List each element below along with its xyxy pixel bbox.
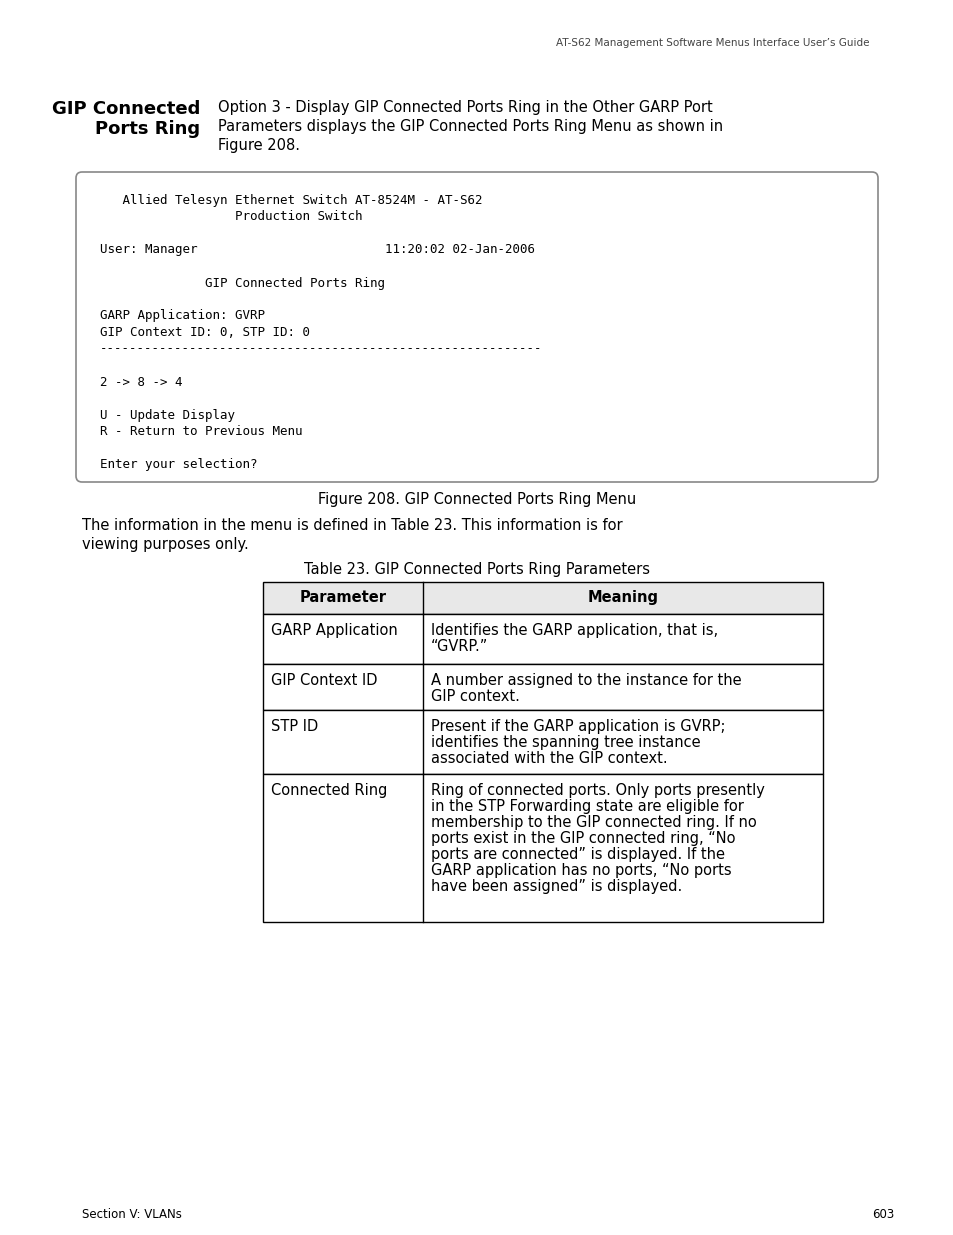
Text: Allied Telesyn Ethernet Switch AT-8524M - AT-S62: Allied Telesyn Ethernet Switch AT-8524M … [100,194,482,207]
Text: The information in the menu is defined in Table 23. This information is for: The information in the menu is defined i… [82,517,622,534]
Text: ports exist in the GIP connected ring, “No: ports exist in the GIP connected ring, “… [431,831,735,846]
Text: -----------------------------------------------------------: ----------------------------------------… [100,342,542,356]
FancyBboxPatch shape [76,172,877,482]
Text: 603: 603 [871,1208,893,1221]
Text: Connected Ring: Connected Ring [271,783,387,798]
Text: GARP Application: GVRP: GARP Application: GVRP [100,310,265,322]
Bar [263,774,822,923]
Bar [263,582,822,614]
Bar [263,710,822,774]
Text: GARP application has no ports, “No ports: GARP application has no ports, “No ports [431,863,731,878]
Bar [263,614,822,664]
Text: GIP Context ID: GIP Context ID [271,673,377,688]
Text: User: Manager                         11:20:02 02-Jan-2006: User: Manager 11:20:02 02-Jan-2006 [100,243,535,257]
Text: Option 3 - Display GIP Connected Ports Ring in the Other GARP Port: Option 3 - Display GIP Connected Ports R… [218,100,712,115]
Text: 2 -> 8 -> 4: 2 -> 8 -> 4 [100,375,182,389]
Text: Ring of connected ports. Only ports presently: Ring of connected ports. Only ports pres… [431,783,764,798]
Text: Table 23. GIP Connected Ports Ring Parameters: Table 23. GIP Connected Ports Ring Param… [304,562,649,577]
Text: STP ID: STP ID [271,719,318,734]
Text: GIP Connected Ports Ring: GIP Connected Ports Ring [100,277,385,289]
Text: Section V: VLANs: Section V: VLANs [82,1208,182,1221]
Text: GIP Context ID: 0, STP ID: 0: GIP Context ID: 0, STP ID: 0 [100,326,310,338]
Text: Figure 208.: Figure 208. [218,138,299,153]
Text: Ports Ring: Ports Ring [94,120,200,138]
Text: Identifies the GARP application, that is,: Identifies the GARP application, that is… [431,622,718,638]
Text: viewing purposes only.: viewing purposes only. [82,537,249,552]
Text: AT-S62 Management Software Menus Interface User’s Guide: AT-S62 Management Software Menus Interfa… [556,38,869,48]
Text: associated with the GIP context.: associated with the GIP context. [431,751,667,766]
Text: Meaning: Meaning [587,590,658,605]
Text: GIP Connected: GIP Connected [51,100,200,119]
Text: Parameter: Parameter [299,590,386,605]
Text: GARP Application: GARP Application [271,622,397,638]
Text: Present if the GARP application is GVRP;: Present if the GARP application is GVRP; [431,719,724,734]
Text: U - Update Display: U - Update Display [100,409,234,421]
Text: A number assigned to the instance for the: A number assigned to the instance for th… [431,673,740,688]
Text: in the STP Forwarding state are eligible for: in the STP Forwarding state are eligible… [431,799,743,814]
Text: membership to the GIP connected ring. If no: membership to the GIP connected ring. If… [431,815,756,830]
Text: Enter your selection?: Enter your selection? [100,458,257,471]
Text: “GVRP.”: “GVRP.” [431,638,488,655]
Text: R - Return to Previous Menu: R - Return to Previous Menu [100,425,302,438]
Text: Production Switch: Production Switch [100,210,362,224]
Text: identifies the spanning tree instance: identifies the spanning tree instance [431,735,700,750]
Text: Parameters displays the GIP Connected Ports Ring Menu as shown in: Parameters displays the GIP Connected Po… [218,119,722,135]
Text: Figure 208. GIP Connected Ports Ring Menu: Figure 208. GIP Connected Ports Ring Men… [317,492,636,508]
Text: have been assigned” is displayed.: have been assigned” is displayed. [431,879,681,894]
Bar [263,664,822,710]
Text: ports are connected” is displayed. If the: ports are connected” is displayed. If th… [431,847,724,862]
Text: GIP context.: GIP context. [431,689,519,704]
